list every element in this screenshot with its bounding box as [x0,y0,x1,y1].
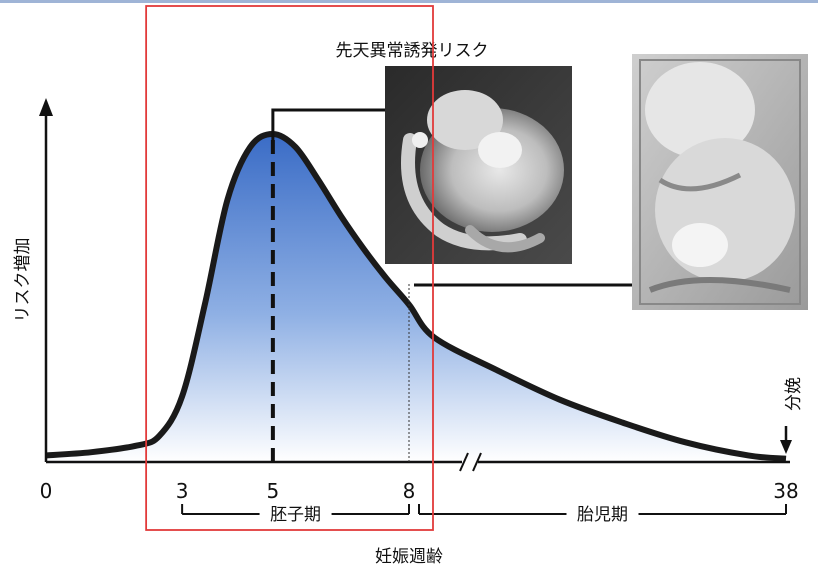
period-label: 胎児期 [577,505,628,525]
period-label: 胚子期 [270,505,321,525]
x-tick-label-3: 3 [176,479,189,503]
x-tick-label-0: 0 [40,479,53,503]
top-border [0,0,818,3]
risk-curve [45,131,787,462]
y-axis-label: リスク増加 [13,238,33,323]
risk-area [46,134,786,462]
axis-break-mark-1 [459,452,469,472]
period-brackets: 胚子期 胎児期 [181,504,787,525]
period-bracket-1: 胎児期 [418,504,787,525]
period-bracket-0: 胚子期 [181,504,410,525]
x-tick-label-38: 38 [773,479,798,503]
delivery-label: 分娩 [784,377,804,411]
peak-leader-line [271,108,385,144]
x-tick-labels: 0 3 5 8 38 [40,479,799,503]
embryonic-period-highlight-box [145,5,434,531]
x-tick-label-8: 8 [403,479,416,503]
delivery-arrow-icon [780,440,792,454]
axis-break-mark-2 [472,452,482,472]
risk-curve-layer [45,131,787,462]
x-axis-label: 妊娠週齢 [375,547,443,567]
risk-area-layer [46,134,786,462]
chart-title: 先天異常誘発リスク [336,41,489,61]
embryo-photo [385,66,572,264]
x-tick-label-5: 5 [267,479,280,503]
y-axis-arrow-icon [39,98,53,116]
fetus-photo [632,54,808,310]
